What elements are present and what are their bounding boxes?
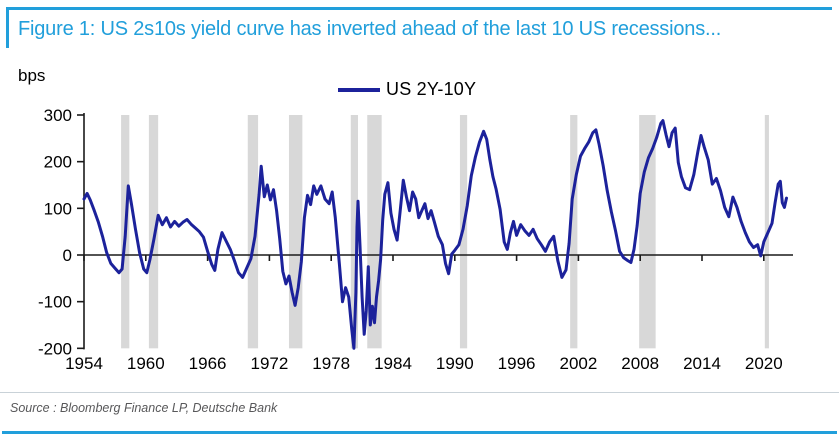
top-border-rule bbox=[6, 7, 832, 10]
recession-band bbox=[288, 115, 303, 349]
recession-band bbox=[247, 115, 259, 349]
chart-legend: US 2Y-10Y bbox=[338, 79, 476, 100]
legend-label: US 2Y-10Y bbox=[386, 79, 477, 99]
bottom-border-rule bbox=[2, 431, 837, 434]
y-tick-label: 200 bbox=[44, 153, 72, 172]
source-note: Source : Bloomberg Finance LP, Deutsche … bbox=[10, 401, 278, 415]
x-tick-label: 1954 bbox=[65, 354, 103, 373]
x-tick-label: 2014 bbox=[683, 354, 721, 373]
recession-band bbox=[350, 115, 358, 349]
x-tick-label: 1984 bbox=[374, 354, 412, 373]
recession-band bbox=[570, 115, 578, 349]
y-tick-label: -200 bbox=[38, 339, 72, 358]
series-line-us-2y-10y bbox=[82, 119, 788, 350]
legend-line-swatch bbox=[338, 87, 380, 92]
x-tick-label: 1990 bbox=[436, 354, 474, 373]
figure-title: Figure 1: US 2s10s yield curve has inver… bbox=[18, 17, 722, 40]
y-axis-unit-label: bps bbox=[18, 66, 46, 85]
figure-title-block: Figure 1: US 2s10s yield curve has inver… bbox=[6, 10, 721, 48]
recession-band bbox=[148, 115, 159, 349]
x-tick-label: 2002 bbox=[559, 354, 597, 373]
x-tick-label: 1996 bbox=[498, 354, 536, 373]
y-tick-label: 100 bbox=[44, 199, 72, 218]
x-tick-label: 2008 bbox=[621, 354, 659, 373]
y-tick-label: 0 bbox=[63, 246, 72, 265]
source-divider-rule bbox=[0, 392, 839, 393]
y-tick-label: 300 bbox=[44, 106, 72, 125]
x-tick-label: 1960 bbox=[127, 354, 165, 373]
y-tick-label: -100 bbox=[38, 293, 72, 312]
x-tick-label: 1978 bbox=[312, 354, 350, 373]
x-tick-label: 1972 bbox=[250, 354, 288, 373]
x-tick-label: 1966 bbox=[189, 354, 227, 373]
x-tick-label: 2020 bbox=[745, 354, 783, 373]
